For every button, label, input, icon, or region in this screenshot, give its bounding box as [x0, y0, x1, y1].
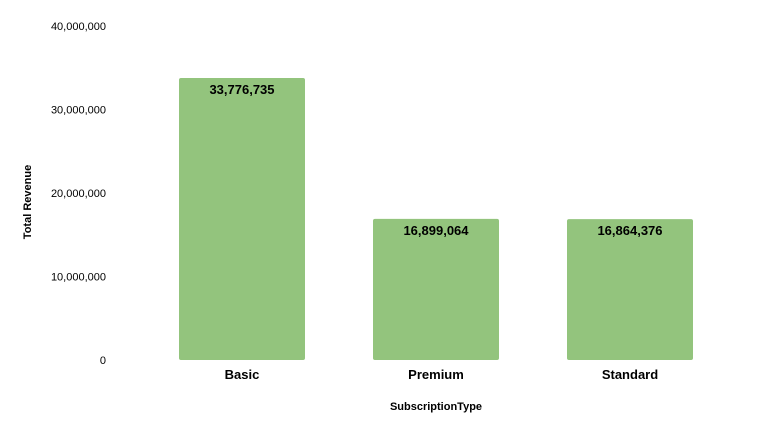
y-tick-label: 20,000,000 [51, 188, 106, 200]
x-axis-title: SubscriptionType [390, 401, 482, 413]
x-axis-categories: Basic Premium Standard [225, 367, 659, 382]
y-tick-label: 0 [100, 355, 106, 367]
data-label-basic: 33,776,735 [209, 82, 274, 97]
bar-basic [179, 77, 305, 360]
bar-premium [373, 218, 499, 360]
y-axis-ticks: 0 10,000,000 20,000,000 30,000,000 40,000,00… [51, 21, 106, 367]
y-axis-title: Total Revenue [22, 165, 34, 239]
x-tick-label-premium: Premium [408, 367, 464, 382]
data-label-standard: 16,864,376 [597, 223, 662, 238]
x-tick-label-standard: Standard [602, 367, 658, 382]
y-tick-label: 30,000,000 [51, 105, 106, 117]
bar-standard [567, 219, 693, 360]
x-tick-label-basic: Basic [225, 367, 260, 382]
y-tick-label: 10,000,000 [51, 272, 106, 284]
bars: 33,776,735 16,899,064 16,864,376 [179, 77, 693, 360]
y-tick-label: 40,000,000 [51, 21, 106, 33]
data-label-premium: 16,899,064 [403, 223, 469, 238]
